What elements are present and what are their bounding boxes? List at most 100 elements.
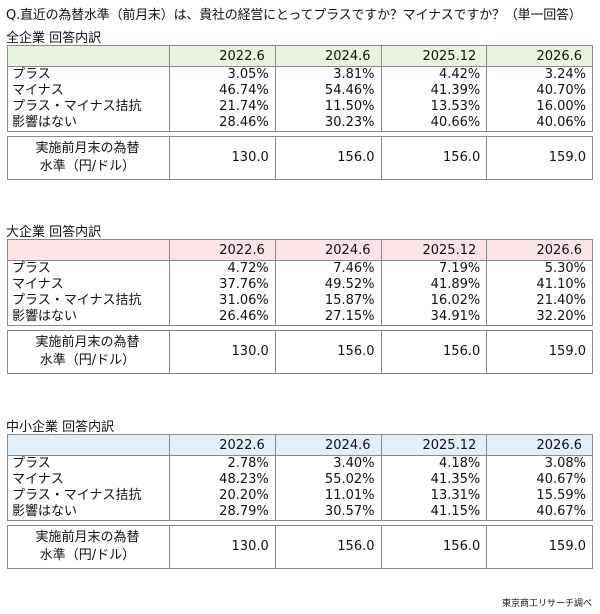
table-row: プラス 4.72% 7.46% 7.19% 5.30% bbox=[7, 260, 593, 277]
table-large: 2022.6 2024.6 2025.12 2026.6 プラス 4.72% 7… bbox=[7, 239, 593, 374]
column-header: 2022.6 bbox=[169, 239, 276, 261]
row-label: プラス・マイナス拮抗 bbox=[7, 488, 170, 504]
rate-cell: 130.0 bbox=[169, 136, 276, 180]
rate-label-line1: 実施前月末の為替 bbox=[35, 141, 140, 156]
rate-cell: 156.0 bbox=[274, 330, 382, 374]
row-label: プラス bbox=[7, 260, 170, 277]
rate-cell: 156.0 bbox=[380, 330, 488, 374]
table-header-row: 2022.6 2024.6 2025.12 2026.6 bbox=[7, 45, 593, 67]
value-cell: 30.57% bbox=[274, 504, 382, 521]
row-label: マイナス bbox=[7, 83, 170, 99]
rate-label-line2: 水準（円/ドル） bbox=[39, 548, 136, 563]
section-title-sme: 中小企業 回答内訳 bbox=[6, 420, 115, 435]
row-label: プラス・マイナス拮抗 bbox=[7, 293, 170, 309]
value-cell: 37.76% bbox=[169, 277, 276, 293]
value-cell: 21.40% bbox=[486, 293, 593, 309]
value-cell: 16.02% bbox=[380, 293, 488, 309]
value-cell: 28.46% bbox=[169, 115, 276, 132]
value-cell: 15.87% bbox=[274, 293, 382, 309]
rate-label-line2: 水準（円/ドル） bbox=[39, 353, 136, 368]
exchange-rate-row: 実施前月末の為替 水準（円/ドル） 130.0 156.0 156.0 159.0 bbox=[7, 136, 593, 180]
value-cell: 40.67% bbox=[486, 472, 593, 488]
value-cell: 40.66% bbox=[380, 115, 488, 132]
row-label: マイナス bbox=[7, 472, 170, 488]
table-row: マイナス 46.74% 54.46% 41.39% 40.70% bbox=[7, 83, 593, 99]
rate-cell: 156.0 bbox=[380, 136, 488, 180]
header-blank-cell bbox=[7, 434, 170, 456]
table-row: プラス 3.05% 3.81% 4.42% 3.24% bbox=[7, 66, 593, 83]
value-cell: 3.05% bbox=[169, 66, 276, 83]
table-row: プラス・マイナス拮抗 21.74% 11.50% 13.53% 16.00% bbox=[7, 99, 593, 115]
value-cell: 28.79% bbox=[169, 504, 276, 521]
exchange-rate-row: 実施前月末の為替 水準（円/ドル） 130.0 156.0 156.0 159.0 bbox=[7, 330, 593, 374]
row-label: プラス・マイナス拮抗 bbox=[7, 99, 170, 115]
value-cell: 13.31% bbox=[380, 488, 488, 504]
value-cell: 41.39% bbox=[380, 83, 488, 99]
value-cell: 30.23% bbox=[274, 115, 382, 132]
section-title-all: 全企業 回答内訳 bbox=[6, 31, 102, 46]
table-row: マイナス 37.76% 49.52% 41.89% 41.10% bbox=[7, 277, 593, 293]
column-header: 2026.6 bbox=[486, 239, 593, 261]
exchange-rate-label: 実施前月末の為替 水準（円/ドル） bbox=[7, 330, 170, 374]
table-header-row: 2022.6 2024.6 2025.12 2026.6 bbox=[7, 239, 593, 261]
column-header: 2024.6 bbox=[274, 434, 382, 456]
exchange-rate-row: 実施前月末の為替 水準（円/ドル） 130.0 156.0 156.0 159.0 bbox=[7, 525, 593, 569]
value-cell: 16.00% bbox=[486, 99, 593, 115]
source-note: 東京商工リサーチ調べ bbox=[501, 599, 592, 609]
rate-cell: 159.0 bbox=[486, 330, 593, 374]
exchange-rate-label: 実施前月末の為替 水準（円/ドル） bbox=[7, 136, 170, 180]
header-blank-cell bbox=[7, 45, 170, 67]
rate-label-line1: 実施前月末の為替 bbox=[35, 335, 140, 350]
value-cell: 46.74% bbox=[169, 83, 276, 99]
table-all: 2022.6 2024.6 2025.12 2026.6 プラス 3.05% 3… bbox=[7, 45, 593, 180]
value-cell: 11.01% bbox=[274, 488, 382, 504]
rate-cell: 156.0 bbox=[274, 525, 382, 569]
table-row: プラス 2.78% 3.40% 4.18% 3.08% bbox=[7, 455, 593, 472]
value-cell: 2.78% bbox=[169, 455, 276, 472]
value-cell: 27.15% bbox=[274, 309, 382, 326]
value-cell: 21.74% bbox=[169, 99, 276, 115]
rate-cell: 159.0 bbox=[486, 136, 593, 180]
value-cell: 4.72% bbox=[169, 260, 276, 277]
value-cell: 31.06% bbox=[169, 293, 276, 309]
exchange-rate-label: 実施前月末の為替 水準（円/ドル） bbox=[7, 525, 170, 569]
rate-cell: 130.0 bbox=[169, 330, 276, 374]
value-cell: 48.23% bbox=[169, 472, 276, 488]
column-header: 2025.12 bbox=[380, 45, 488, 67]
column-header: 2022.6 bbox=[169, 434, 276, 456]
value-cell: 32.20% bbox=[486, 309, 593, 326]
row-label: プラス bbox=[7, 455, 170, 472]
value-cell: 26.46% bbox=[169, 309, 276, 326]
column-header: 2024.6 bbox=[274, 45, 382, 67]
value-cell: 40.67% bbox=[486, 504, 593, 521]
value-cell: 40.70% bbox=[486, 83, 593, 99]
row-label: 影響はない bbox=[7, 309, 170, 326]
column-header: 2026.6 bbox=[486, 434, 593, 456]
row-label: プラス bbox=[7, 66, 170, 83]
value-cell: 5.30% bbox=[486, 260, 593, 277]
value-cell: 34.91% bbox=[380, 309, 488, 326]
header-blank-cell bbox=[7, 239, 170, 261]
value-cell: 40.06% bbox=[486, 115, 593, 132]
value-cell: 7.46% bbox=[274, 260, 382, 277]
table-row: 影響はない 26.46% 27.15% 34.91% 32.20% bbox=[7, 309, 593, 326]
value-cell: 54.46% bbox=[274, 83, 382, 99]
value-cell: 41.89% bbox=[380, 277, 488, 293]
value-cell: 13.53% bbox=[380, 99, 488, 115]
value-cell: 7.19% bbox=[380, 260, 488, 277]
value-cell: 3.24% bbox=[486, 66, 593, 83]
value-cell: 3.40% bbox=[274, 455, 382, 472]
table-sme: 2022.6 2024.6 2025.12 2026.6 プラス 2.78% 3… bbox=[7, 434, 593, 569]
value-cell: 41.35% bbox=[380, 472, 488, 488]
rate-cell: 130.0 bbox=[169, 525, 276, 569]
column-header: 2026.6 bbox=[486, 45, 593, 67]
value-cell: 15.59% bbox=[486, 488, 593, 504]
rate-label-line1: 実施前月末の為替 bbox=[35, 530, 140, 545]
column-header: 2022.6 bbox=[169, 45, 276, 67]
rate-cell: 159.0 bbox=[486, 525, 593, 569]
column-header: 2025.12 bbox=[380, 434, 488, 456]
table-row: 影響はない 28.46% 30.23% 40.66% 40.06% bbox=[7, 115, 593, 132]
section-title-large: 大企業 回答内訳 bbox=[6, 225, 102, 240]
row-label: 影響はない bbox=[7, 115, 170, 132]
value-cell: 41.15% bbox=[380, 504, 488, 521]
